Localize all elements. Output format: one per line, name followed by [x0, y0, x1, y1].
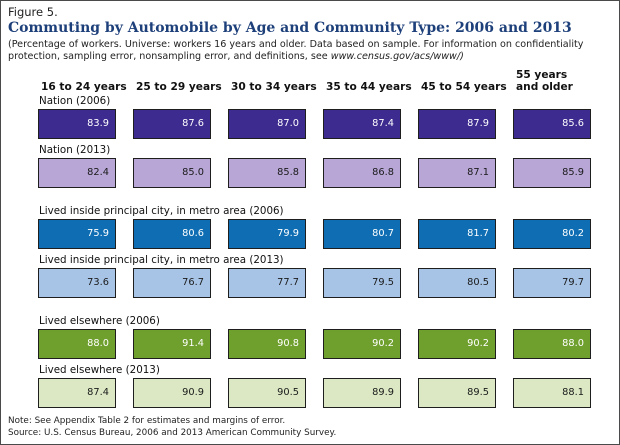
- column-header: 30 to 34 years: [231, 81, 317, 93]
- value-cell: 85.9: [513, 158, 591, 188]
- value-cell: 87.9: [418, 109, 496, 139]
- value-cell: 85.6: [513, 109, 591, 139]
- column-header-line: 25 to 29 years: [136, 81, 222, 93]
- value-cell: 90.5: [228, 378, 306, 408]
- value-cell: 91.4: [133, 329, 211, 359]
- series-label: Lived elsewhere (2013): [39, 364, 160, 376]
- value-cell: 87.4: [38, 378, 116, 408]
- column-header: 45 to 54 years: [421, 81, 507, 93]
- value-cell: 85.0: [133, 158, 211, 188]
- note-text: Note: See Appendix Table 2 for estimates…: [8, 416, 286, 426]
- value-cell: 75.9: [38, 219, 116, 249]
- value-cell: 90.2: [323, 329, 401, 359]
- series-label: Lived inside principal city, in metro ar…: [39, 254, 284, 266]
- value-cell: 88.0: [38, 329, 116, 359]
- column-header-line: 35 to 44 years: [326, 81, 412, 93]
- column-header: 55 years and older: [516, 69, 573, 93]
- value-cell: 83.9: [38, 109, 116, 139]
- column-header: 35 to 44 years: [326, 81, 412, 93]
- value-cell: 77.7: [228, 268, 306, 298]
- value-cell: 90.2: [418, 329, 496, 359]
- value-cell: 80.7: [323, 219, 401, 249]
- value-cell: 80.6: [133, 219, 211, 249]
- column-header-line: and older: [516, 81, 573, 93]
- series-label: Nation (2006): [39, 95, 111, 107]
- value-cell: 89.9: [323, 378, 401, 408]
- column-header-line: 45 to 54 years: [421, 81, 507, 93]
- column-header: 25 to 29 years: [136, 81, 222, 93]
- column-header-line: 55 years: [516, 69, 568, 81]
- value-cell: 82.4: [38, 158, 116, 188]
- value-cell: 80.2: [513, 219, 591, 249]
- figure-label: Figure 5.: [8, 5, 58, 19]
- subtitle-text: (Percentage of workers. Universe: worker…: [8, 39, 584, 62]
- subtitle-url: www.census.gov/acs/www/): [330, 51, 464, 62]
- value-cell: 87.4: [323, 109, 401, 139]
- value-cell: 87.1: [418, 158, 496, 188]
- value-cell: 88.1: [513, 378, 591, 408]
- value-cell: 81.7: [418, 219, 496, 249]
- source-text: Source: U.S. Census Bureau, 2006 and 201…: [8, 428, 337, 438]
- value-cell: 87.6: [133, 109, 211, 139]
- value-cell: 90.8: [228, 329, 306, 359]
- value-cell: 79.7: [513, 268, 591, 298]
- value-cell: 80.5: [418, 268, 496, 298]
- column-header-line: 30 to 34 years: [231, 81, 317, 93]
- value-cell: 90.9: [133, 378, 211, 408]
- series-label: Nation (2013): [39, 144, 111, 156]
- value-cell: 76.7: [133, 268, 211, 298]
- column-header-line: 16 to 24 years: [41, 81, 127, 93]
- value-cell: 79.9: [228, 219, 306, 249]
- value-cell: 85.8: [228, 158, 306, 188]
- column-header: 16 to 24 years: [41, 81, 127, 93]
- value-cell: 89.5: [418, 378, 496, 408]
- chart-subtitle: (Percentage of workers. Universe: worker…: [8, 39, 614, 63]
- value-cell: 79.5: [323, 268, 401, 298]
- series-label: Lived inside principal city, in metro ar…: [39, 205, 284, 217]
- value-cell: 73.6: [38, 268, 116, 298]
- chart-title: Commuting by Automobile by Age and Commu…: [8, 20, 572, 36]
- value-cell: 88.0: [513, 329, 591, 359]
- value-cell: 87.0: [228, 109, 306, 139]
- series-label: Lived elsewhere (2006): [39, 315, 160, 327]
- value-cell: 86.8: [323, 158, 401, 188]
